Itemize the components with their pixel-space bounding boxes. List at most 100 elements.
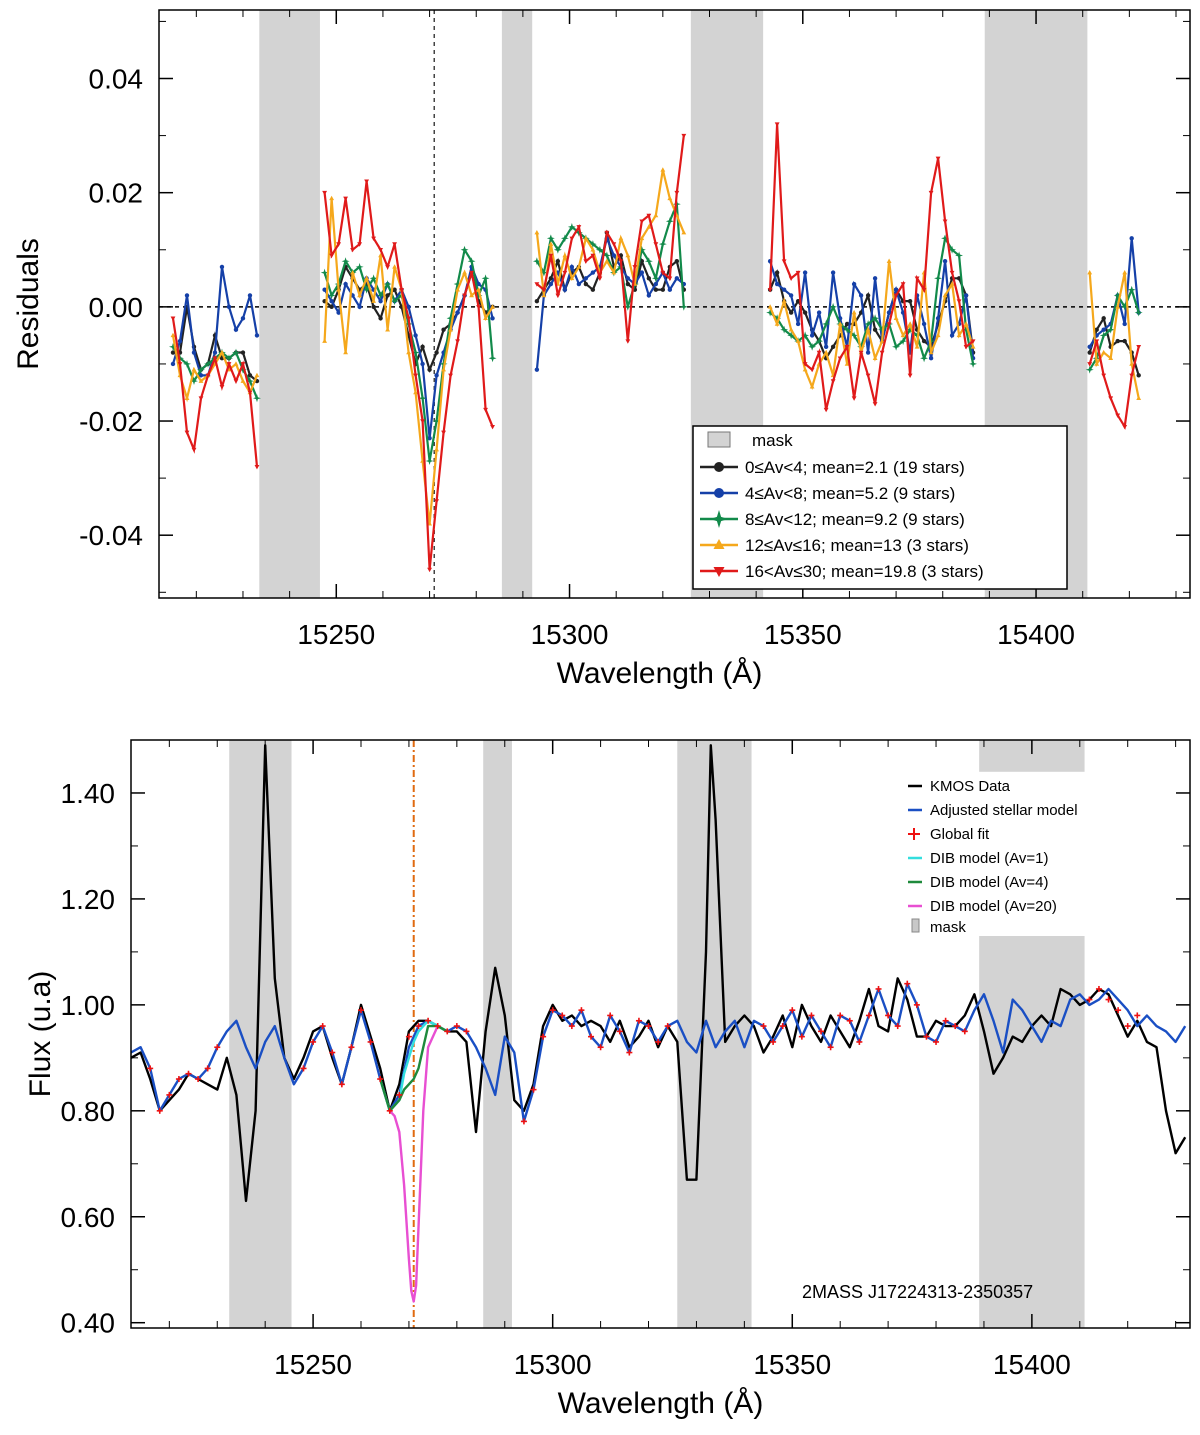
data-point [385, 327, 391, 332]
data-point [653, 212, 659, 218]
fit-point [1105, 996, 1112, 1003]
data-point [934, 274, 942, 283]
data-point [225, 354, 233, 363]
series-line [1088, 340, 1140, 430]
data-point [941, 234, 949, 243]
data-point [212, 350, 218, 355]
data-point [453, 280, 462, 288]
data-point [625, 252, 631, 258]
fit-point [300, 1065, 307, 1072]
data-point [576, 264, 582, 269]
legend-label: 12≤Av≤16; mean=13 (3 stars) [745, 536, 969, 555]
data-point [886, 322, 892, 327]
data-point [357, 304, 362, 310]
data-point [1087, 269, 1093, 275]
legend-label: 4≤Av<8; mean=5.2 (9 stars) [745, 484, 955, 503]
data-point [773, 314, 782, 323]
data-point [539, 268, 548, 277]
data-point [434, 499, 439, 504]
data-point [1094, 339, 1100, 344]
data-point [392, 287, 397, 292]
fit-point [760, 1023, 767, 1030]
data-point [170, 332, 176, 338]
data-point [955, 251, 963, 260]
data-point [481, 274, 490, 283]
data-point [646, 293, 652, 298]
data-point [548, 241, 554, 246]
fit-point [779, 1023, 786, 1030]
data-point [1094, 327, 1099, 332]
data-point [787, 331, 796, 340]
data-point [674, 258, 680, 264]
data-point [583, 281, 589, 287]
data-point [949, 270, 955, 276]
data-point [232, 348, 240, 357]
data-point [892, 342, 901, 351]
data-point [555, 293, 561, 299]
fit-point [588, 1033, 595, 1040]
data-point [865, 350, 871, 355]
data-point [766, 308, 775, 317]
data-point [829, 302, 838, 311]
legend-label: Global fit [930, 826, 990, 843]
axis-ticks: 15250 15300 15350 15400 -0.04 -0.02 0.00 0.02 0.… [79, 10, 1190, 650]
legend-marker [713, 539, 725, 549]
data-point [667, 195, 673, 201]
fit-point [520, 1118, 527, 1125]
data-point [569, 275, 575, 281]
data-point [830, 270, 836, 275]
data-point [322, 338, 328, 343]
fit-point [358, 1007, 365, 1014]
data-point [441, 430, 446, 436]
data-point [1129, 361, 1135, 366]
data-point [795, 321, 801, 327]
data-point [948, 245, 956, 254]
data-point [935, 332, 941, 338]
legend-item-global-fit: Global fit [908, 826, 990, 843]
data-point [1087, 344, 1092, 350]
data-point [788, 327, 794, 332]
legend-item-dib-model-av-20: DIB model (Av=20) [908, 898, 1057, 915]
data-point [320, 268, 329, 277]
x-tick-label: 15250 [274, 1349, 352, 1380]
data-point [1108, 355, 1114, 360]
data-point [823, 407, 829, 413]
data-point [198, 396, 204, 401]
data-point [446, 314, 455, 323]
data-point [546, 234, 555, 243]
data-point [1129, 373, 1135, 378]
legend-label: Adjusted stellar model [930, 802, 1078, 819]
fit-point [405, 1033, 412, 1040]
data-point [872, 402, 878, 407]
fit-point [175, 1076, 182, 1083]
data-point [392, 264, 398, 269]
legend-item-12-av-16-mean-13-3-stars: 12≤Av≤16; mean=13 (3 stars) [700, 536, 969, 555]
data-point [583, 276, 589, 281]
data-point [336, 287, 342, 292]
data-point [198, 378, 204, 383]
data-point [555, 258, 561, 264]
legend-marker [714, 462, 724, 472]
data-point [441, 367, 446, 372]
data-point [935, 156, 941, 162]
data-point [921, 338, 927, 344]
data-point [795, 270, 801, 276]
flux-panel: 15250 15300 15350 15400 0.40 0.60 0.80 1.00 1.20… [24, 739, 1191, 1420]
data-point [1101, 349, 1107, 355]
data-point [184, 395, 190, 400]
data-point [425, 457, 434, 465]
fit-point [645, 1023, 652, 1030]
data-point [190, 377, 198, 385]
y-tick-label: 1.20 [61, 884, 116, 915]
fit-point [195, 1076, 202, 1083]
data-point [597, 276, 603, 281]
legend-marker [713, 567, 725, 577]
data-point [341, 257, 350, 266]
data-point [583, 259, 589, 264]
data-point [383, 280, 392, 288]
data-point [226, 362, 232, 367]
data-point [191, 447, 197, 453]
x-tick-label: 15300 [514, 1349, 592, 1380]
data-point [548, 276, 554, 281]
data-point [809, 333, 815, 338]
